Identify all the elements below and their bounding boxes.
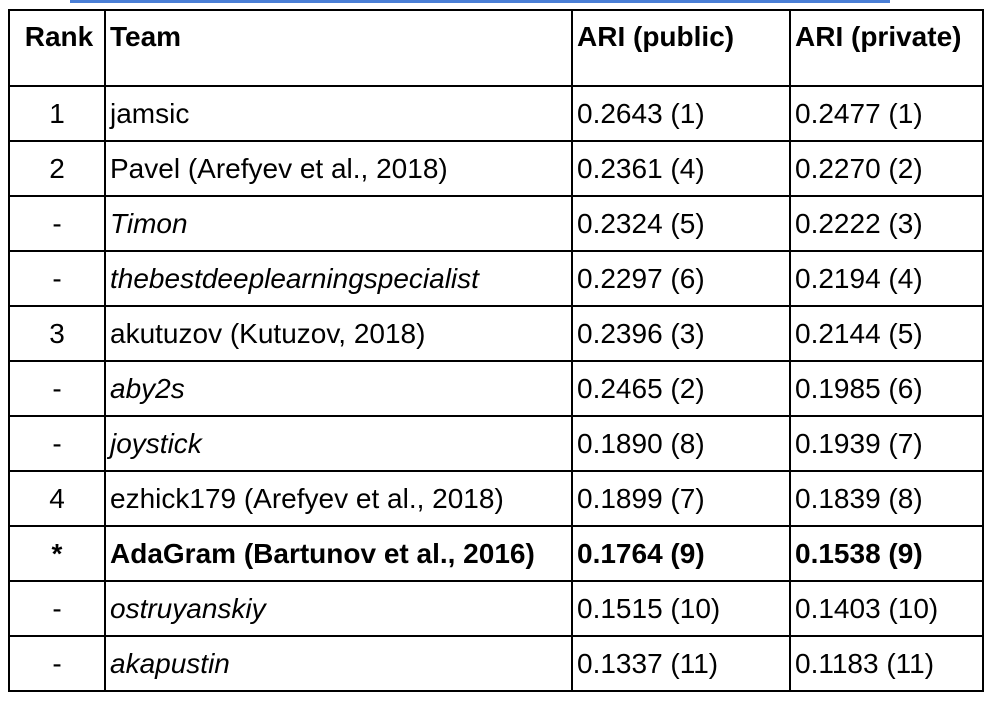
cell-team: aby2s	[104, 360, 573, 417]
cell-team: akutuzov (Kutuzov, 2018)	[104, 305, 573, 362]
cell-team: Timon	[104, 195, 573, 252]
table-row: 2 Pavel (Arefyev et al., 2018) 0.2361 (4) 0…	[8, 140, 984, 197]
cell-rank: -	[8, 195, 106, 252]
table-row: 3 akutuzov (Kutuzov, 2018) 0.2396 (3) 0.214…	[8, 305, 984, 362]
cell-ari-private: 0.1183 (11)	[789, 635, 984, 692]
cell-ari-public: 0.1764 (9)	[571, 525, 791, 582]
cell-ari-private: 0.1939 (7)	[789, 415, 984, 472]
cell-team: AdaGram (Bartunov et al., 2016)	[104, 525, 573, 582]
cell-rank: 1	[8, 85, 106, 142]
cell-ari-private: 0.1538 (9)	[789, 525, 984, 582]
header-ari-private: ARI (private)	[789, 9, 984, 87]
cell-ari-public: 0.1899 (7)	[571, 470, 791, 527]
table-row: - akapustin 0.1337 (11) 0.1183 (11)	[8, 635, 984, 692]
table-body: 1 jamsic 0.2643 (1) 0.2477 (1) 2 Pavel (Arefy…	[8, 85, 984, 692]
cell-ari-public: 0.2297 (6)	[571, 250, 791, 307]
header-row: Rank Team ARI (public) ARI (private)	[8, 9, 984, 87]
table-row: - ostruyanskiy 0.1515 (10) 0.1403 (10)	[8, 580, 984, 637]
cell-ari-private: 0.1839 (8)	[789, 470, 984, 527]
cell-team: Pavel (Arefyev et al., 2018)	[104, 140, 573, 197]
cell-ari-public: 0.2396 (3)	[571, 305, 791, 362]
cell-team: joystick	[104, 415, 573, 472]
table-row: 4 ezhick179 (Arefyev et al., 2018) 0.1899 …	[8, 470, 984, 527]
cell-rank: -	[8, 415, 106, 472]
cell-team: ezhick179 (Arefyev et al., 2018)	[104, 470, 573, 527]
table-row: * AdaGram (Bartunov et al., 2016) 0.1764 (…	[8, 525, 984, 582]
header-team: Team	[104, 9, 573, 87]
cell-rank: 3	[8, 305, 106, 362]
cell-ari-public: 0.2643 (1)	[571, 85, 791, 142]
table-row: - joystick 0.1890 (8) 0.1939 (7)	[8, 415, 984, 472]
cell-ari-public: 0.2361 (4)	[571, 140, 791, 197]
cell-ari-private: 0.2144 (5)	[789, 305, 984, 362]
cell-ari-public: 0.1515 (10)	[571, 580, 791, 637]
header-ari-public: ARI (public)	[571, 9, 791, 87]
cell-team: akapustin	[104, 635, 573, 692]
cell-ari-public: 0.2465 (2)	[571, 360, 791, 417]
header-rank: Rank	[8, 9, 106, 87]
cropped-link-underline	[70, 0, 890, 3]
results-table: Rank Team ARI (public) ARI (private) 1 ja…	[8, 9, 984, 692]
cell-ari-private: 0.1985 (6)	[789, 360, 984, 417]
cell-rank: 4	[8, 470, 106, 527]
cell-rank: -	[8, 250, 106, 307]
cell-ari-private: 0.2222 (3)	[789, 195, 984, 252]
cell-rank: -	[8, 635, 106, 692]
table-row: - thebestdeeplearningspecialist 0.2297 (6)…	[8, 250, 984, 307]
cell-team: thebestdeeplearningspecialist	[104, 250, 573, 307]
cell-team: jamsic	[104, 85, 573, 142]
cell-team: ostruyanskiy	[104, 580, 573, 637]
table-row: 1 jamsic 0.2643 (1) 0.2477 (1)	[8, 85, 984, 142]
cell-ari-private: 0.2270 (2)	[789, 140, 984, 197]
cell-ari-public: 0.1890 (8)	[571, 415, 791, 472]
cell-rank: -	[8, 580, 106, 637]
table-row: - Timon 0.2324 (5) 0.2222 (3)	[8, 195, 984, 252]
cell-ari-private: 0.1403 (10)	[789, 580, 984, 637]
cell-ari-public: 0.1337 (11)	[571, 635, 791, 692]
cell-rank: 2	[8, 140, 106, 197]
cell-ari-public: 0.2324 (5)	[571, 195, 791, 252]
cell-ari-private: 0.2477 (1)	[789, 85, 984, 142]
cell-rank: *	[8, 525, 106, 582]
table-row: - aby2s 0.2465 (2) 0.1985 (6)	[8, 360, 984, 417]
cell-ari-private: 0.2194 (4)	[789, 250, 984, 307]
cell-rank: -	[8, 360, 106, 417]
